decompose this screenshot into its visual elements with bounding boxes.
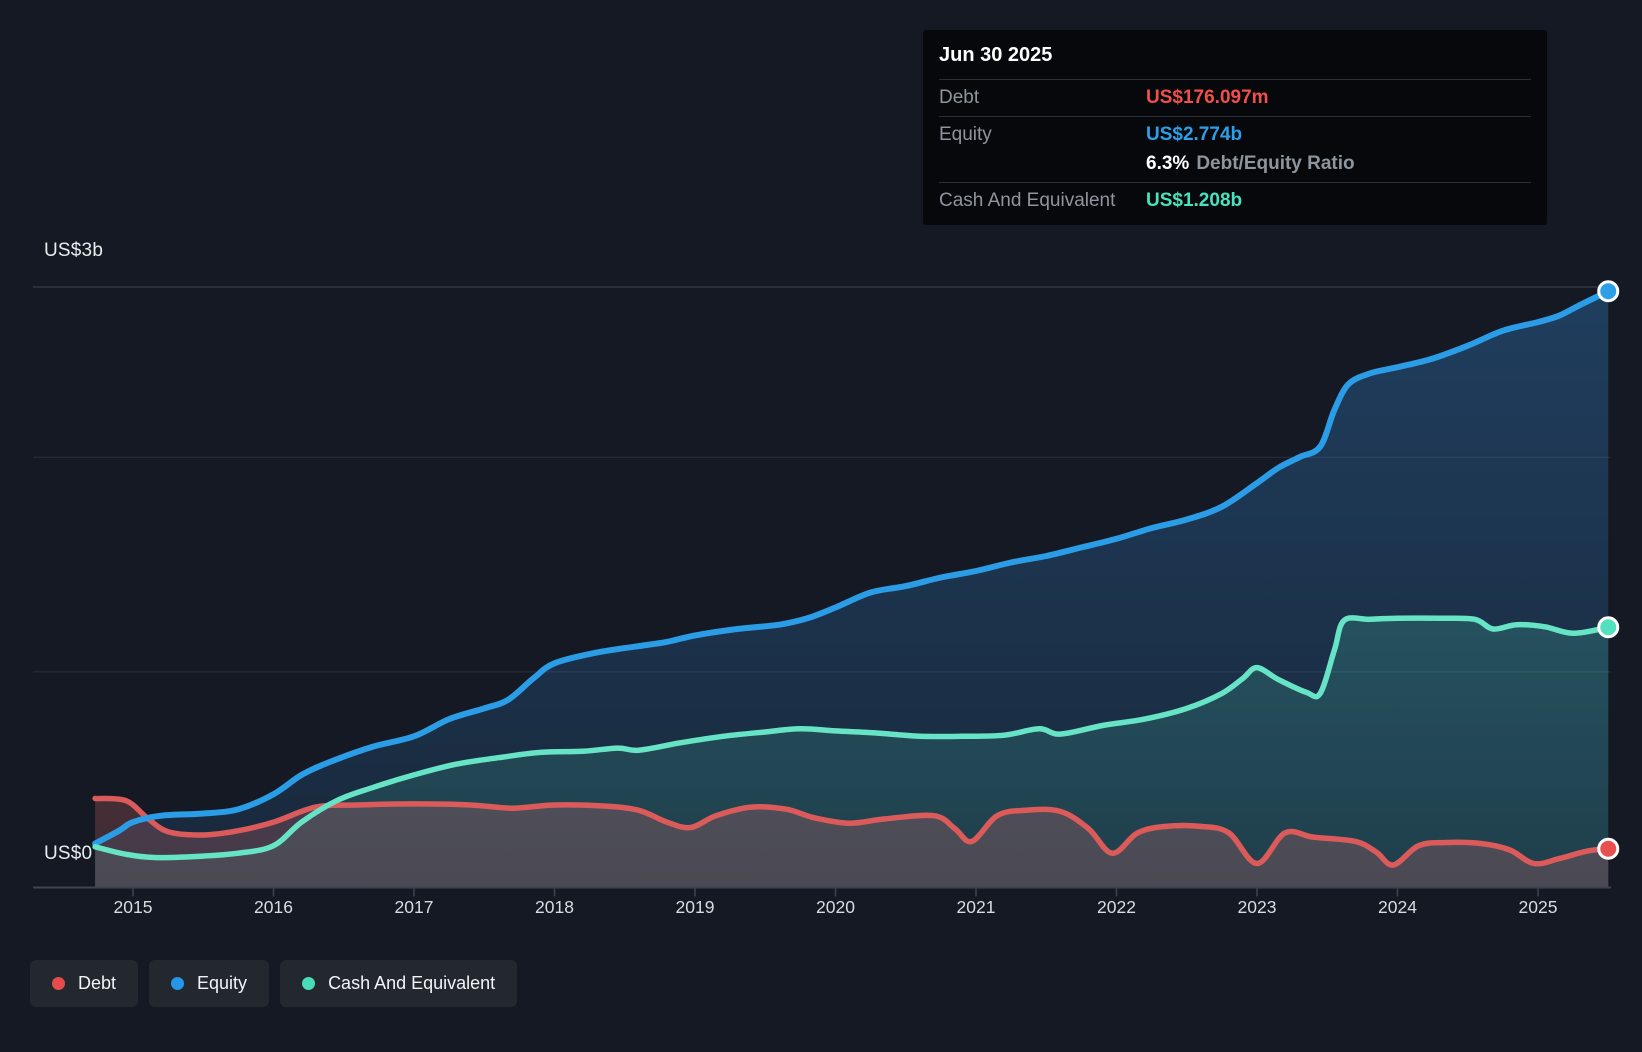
year-label-2016: 2016 bbox=[254, 897, 293, 917]
tooltip-row-ratio: 6.3% Debt/Equity Ratio bbox=[939, 153, 1531, 182]
legend-item-equity[interactable]: Equity bbox=[149, 960, 270, 1007]
line-equity[interactable] bbox=[92, 288, 1612, 847]
data-tooltip: Jun 30 2025 Debt US$176.097m Equity US$2… bbox=[923, 30, 1547, 225]
tooltip-equity-label: Equity bbox=[939, 124, 992, 145]
endpoint-debt[interactable] bbox=[1597, 837, 1620, 860]
tooltip-debt-value: US$176.097m bbox=[1146, 87, 1269, 108]
year-label-2020: 2020 bbox=[816, 897, 855, 917]
tooltip-cash-label: Cash And Equivalent bbox=[939, 190, 1116, 211]
legend-cash-label: Cash And Equivalent bbox=[328, 973, 496, 993]
tooltip-row-debt: Debt US$176.097m bbox=[939, 79, 1531, 116]
year-label-2024: 2024 bbox=[1378, 897, 1417, 917]
endpoint-cash-and-equivalent[interactable] bbox=[1597, 616, 1620, 639]
year-label-2021: 2021 bbox=[956, 897, 996, 917]
area-debt bbox=[95, 798, 1609, 887]
cash-dot-icon bbox=[302, 977, 316, 990]
year-label-2017: 2017 bbox=[394, 897, 434, 917]
year-label-2018: 2018 bbox=[535, 897, 574, 917]
tooltip-cash-value: US$1.208b bbox=[1146, 190, 1243, 211]
year-label-2022: 2022 bbox=[1097, 897, 1136, 917]
legend-debt-label: Debt bbox=[78, 973, 117, 993]
tooltip-row-equity: Equity US$2.774b bbox=[939, 116, 1531, 153]
y-axis-zero-label: US$0 bbox=[44, 843, 93, 864]
tooltip-ratio-value: 6.3% bbox=[1146, 153, 1190, 174]
year-label-2019: 2019 bbox=[675, 897, 715, 917]
debt-dot-icon bbox=[52, 977, 65, 990]
year-label-2023: 2023 bbox=[1237, 897, 1277, 917]
tooltip-date: Jun 30 2025 bbox=[939, 44, 1053, 66]
tooltip-equity-value: US$2.774b bbox=[1146, 124, 1243, 145]
legend-equity-label: Equity bbox=[197, 973, 248, 993]
line-debt[interactable] bbox=[92, 795, 1612, 868]
year-label-2015: 2015 bbox=[113, 897, 153, 917]
year-label-2025: 2025 bbox=[1518, 897, 1558, 917]
tooltip-ratio-label: Debt/Equity Ratio bbox=[1196, 153, 1355, 174]
equity-dot-icon bbox=[171, 977, 185, 990]
endpoint-equity[interactable] bbox=[1597, 280, 1620, 303]
legend-item-debt[interactable]: Debt bbox=[30, 960, 139, 1007]
tooltip-row-cash: Cash And Equivalent US$1.208b bbox=[939, 182, 1531, 219]
y-axis-max-label: US$3b bbox=[44, 240, 104, 261]
chart-legend: Debt Equity Cash And Equivalent bbox=[30, 960, 518, 1007]
line-cash-and-equivalent[interactable] bbox=[92, 615, 1612, 861]
tooltip-debt-label: Debt bbox=[939, 87, 980, 108]
legend-item-cash[interactable]: Cash And Equivalent bbox=[280, 960, 518, 1007]
